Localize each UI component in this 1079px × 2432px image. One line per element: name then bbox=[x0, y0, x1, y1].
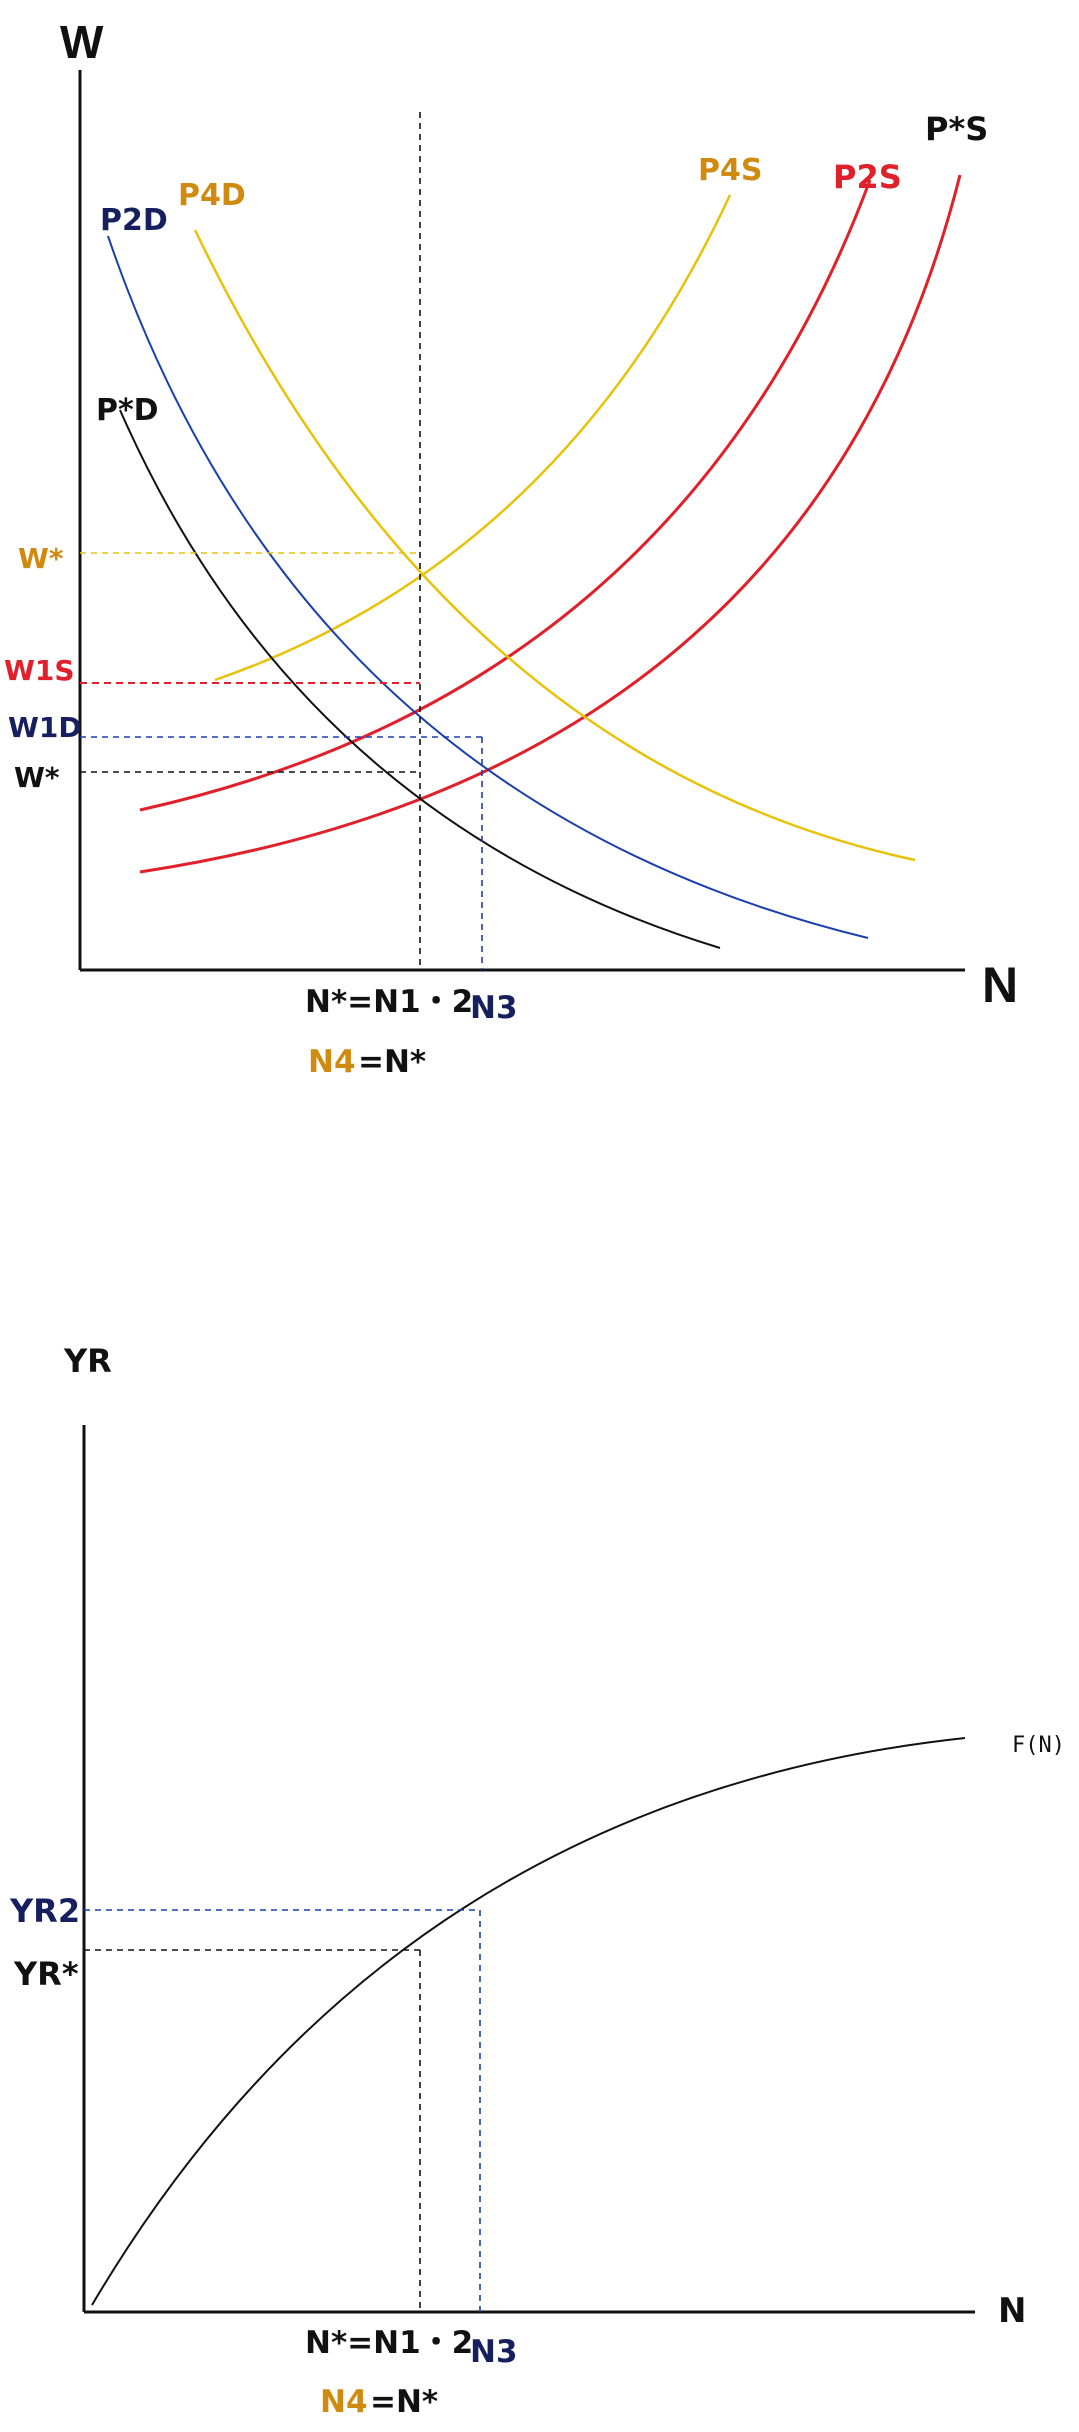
n-star-label: N*=N1・2 bbox=[305, 984, 473, 1020]
p4s-label: P4S bbox=[698, 153, 762, 188]
top-y-axis-label: W bbox=[60, 16, 104, 68]
n-star-label-bottom: N*=N1・2 bbox=[305, 2325, 473, 2361]
w1s-label: W1S bbox=[4, 654, 75, 687]
w1d-label: W1D bbox=[8, 711, 82, 744]
pstar-d-label: P*D bbox=[96, 393, 159, 428]
n4-label-bottom: N4 bbox=[320, 2384, 368, 2420]
p4s-curve bbox=[214, 194, 732, 682]
n4-eq-label-bottom: =N* bbox=[370, 2384, 438, 2420]
n4-eq-label: =N* bbox=[358, 1044, 426, 1080]
n3-label-bottom: N3 bbox=[470, 2334, 518, 2370]
pstar-d-curve bbox=[119, 409, 721, 949]
fn-curve bbox=[91, 1737, 966, 2306]
labour-market-diagram: W N P2D P4D P*D P4S P2S P*S W* W1S W1D W… bbox=[4, 16, 1018, 1080]
pstar-s-label: P*S bbox=[925, 110, 988, 148]
n3-label: N3 bbox=[470, 990, 518, 1026]
production-function-diagram: YR N F(N) YR2 YR* N*=N1・2 N3 N4 =N* bbox=[9, 1342, 1065, 2420]
pstar-s-curve bbox=[139, 174, 962, 874]
bottom-x-axis-label: N bbox=[998, 2291, 1026, 2331]
bottom-y-axis-label: YR bbox=[63, 1342, 112, 1380]
w-star-label: W* bbox=[14, 761, 60, 794]
fn-curve-label: F(N) bbox=[1012, 1733, 1065, 1758]
p2d-curve bbox=[107, 235, 869, 939]
p2s-curve bbox=[139, 179, 872, 812]
p4d-curve bbox=[193, 229, 916, 862]
p4d-label: P4D bbox=[178, 178, 246, 213]
yr2-label: YR2 bbox=[9, 1892, 80, 1930]
p2d-label: P2D bbox=[100, 203, 168, 238]
w-star-high-label: W* bbox=[18, 542, 64, 575]
p2s-label: P2S bbox=[833, 158, 902, 196]
yr-star-label: YR* bbox=[13, 1955, 79, 1993]
n4-label: N4 bbox=[308, 1044, 356, 1080]
top-x-axis-label: N bbox=[982, 957, 1018, 1013]
